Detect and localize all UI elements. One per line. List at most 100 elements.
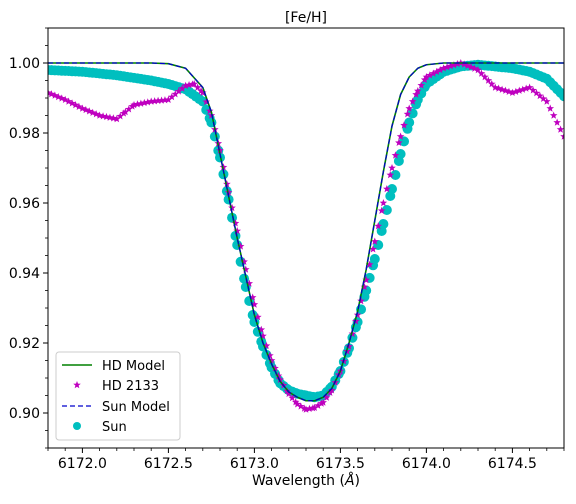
point-hd-2133 bbox=[360, 283, 369, 291]
point-hd-2133 bbox=[345, 342, 353, 350]
point-hd-2133 bbox=[328, 386, 336, 394]
point-hd-2133 bbox=[92, 110, 100, 118]
point-hd-2133 bbox=[133, 100, 142, 108]
point-hd-2133 bbox=[505, 87, 513, 95]
point-hd-2133 bbox=[267, 356, 276, 364]
point-hd-2133 bbox=[388, 164, 396, 172]
point-hd-2133 bbox=[405, 104, 413, 112]
point-hd-2133 bbox=[113, 115, 121, 123]
point-hd-2133 bbox=[481, 73, 489, 81]
series-sun bbox=[48, 59, 564, 403]
point-hd-2133 bbox=[78, 104, 87, 112]
point-hd-2133 bbox=[560, 132, 564, 140]
point-sun bbox=[407, 108, 418, 119]
point-hd-2133 bbox=[302, 405, 310, 413]
point-hd-2133 bbox=[460, 60, 469, 68]
point-hd-2133 bbox=[553, 118, 561, 126]
point-hd-2133 bbox=[288, 393, 297, 402]
point-hd-2133 bbox=[310, 403, 319, 411]
point-hd-2133 bbox=[463, 61, 472, 70]
point-hd-2133 bbox=[477, 69, 486, 77]
point-hd-2133 bbox=[379, 199, 388, 207]
point-hd-2133 bbox=[422, 73, 431, 81]
y-axis: 0.90 0.92 0.94 0.96 0.98 1.00 bbox=[9, 27, 48, 449]
point-sun bbox=[381, 205, 392, 215]
point-sun bbox=[404, 117, 415, 128]
point-hd-2133 bbox=[116, 112, 125, 120]
point-hd-2133 bbox=[512, 87, 520, 95]
point-hd-2133 bbox=[266, 351, 274, 359]
legend-label-hd-model: HD Model bbox=[102, 359, 165, 374]
point-hd-2133 bbox=[377, 206, 386, 214]
x-axis-title: Wavelength (Å) bbox=[252, 472, 360, 489]
point-hd-2133 bbox=[250, 300, 259, 308]
point-hd-2133 bbox=[54, 92, 63, 101]
point-hd-2133 bbox=[374, 222, 383, 230]
point-hd-2133 bbox=[543, 97, 551, 105]
legend-item-hd-2133: HD 2133 bbox=[73, 379, 159, 394]
point-hd-2133 bbox=[71, 101, 80, 109]
point-sun bbox=[395, 149, 406, 159]
point-sun bbox=[559, 91, 564, 102]
point-hd-2133 bbox=[257, 325, 266, 333]
point-hd-2133 bbox=[48, 90, 56, 98]
point-hd-2133 bbox=[362, 276, 370, 284]
y-tick-label: 0.94 bbox=[9, 266, 40, 282]
point-hd-2133 bbox=[532, 89, 541, 97]
point-hd-2133 bbox=[546, 104, 555, 112]
point-hd-2133 bbox=[539, 94, 548, 102]
point-sun bbox=[387, 184, 397, 194]
point-hd-2133 bbox=[231, 219, 240, 227]
point-hd-2133 bbox=[443, 63, 451, 71]
point-hd-2133 bbox=[64, 97, 73, 105]
point-hd-2133 bbox=[82, 105, 90, 114]
point-hd-2133 bbox=[417, 81, 426, 89]
point-hd-2133 bbox=[297, 402, 305, 410]
point-sun bbox=[399, 136, 410, 147]
x-tick-label: 6174.0 bbox=[402, 456, 451, 472]
point-hd-2133 bbox=[161, 96, 169, 104]
point-hd-2133 bbox=[522, 84, 530, 92]
x-axis: 6172.0 6172.5 6173.0 6173.5 6174.0 6174.5 bbox=[47, 448, 565, 472]
legend: HD Model HD 2133 Sun Model Sun bbox=[55, 351, 181, 441]
point-sun bbox=[378, 219, 389, 229]
point-hd-2133 bbox=[61, 95, 69, 103]
y-tick-label: 0.98 bbox=[9, 126, 40, 142]
x-tick-label: 6172.0 bbox=[58, 456, 107, 472]
point-hd-2133 bbox=[300, 404, 309, 412]
point-hd-2133 bbox=[190, 80, 198, 88]
y-tick-label: 0.90 bbox=[9, 406, 40, 422]
legend-swatch-sun bbox=[73, 422, 81, 430]
series-line-sun-model bbox=[48, 62, 564, 402]
point-hd-2133 bbox=[140, 98, 149, 107]
point-hd-2133 bbox=[154, 96, 162, 105]
legend-label-hd-2133: HD 2133 bbox=[102, 379, 159, 394]
point-hd-2133 bbox=[259, 332, 267, 340]
point-hd-2133 bbox=[271, 364, 279, 372]
legend-star-marker bbox=[73, 381, 81, 389]
point-hd-2133 bbox=[202, 97, 211, 106]
point-hd-2133 bbox=[248, 293, 257, 301]
point-sun bbox=[369, 254, 380, 264]
point-hd-2133 bbox=[508, 88, 517, 96]
point-hd-2133 bbox=[285, 389, 293, 397]
point-hd-2133 bbox=[396, 132, 405, 140]
point-hd-2133 bbox=[171, 90, 180, 98]
point-hd-2133 bbox=[467, 63, 475, 71]
point-hd-2133 bbox=[484, 76, 493, 84]
point-sun bbox=[227, 212, 238, 223]
point-hd-2133 bbox=[121, 108, 130, 116]
point-sun bbox=[390, 170, 401, 180]
legend-label-sun: Sun bbox=[102, 420, 127, 435]
point-hd-2133 bbox=[383, 185, 391, 193]
point-hd-2133 bbox=[147, 97, 155, 105]
x-tick-label: 6173.5 bbox=[316, 456, 365, 472]
point-hd-2133 bbox=[470, 64, 479, 72]
point-hd-2133 bbox=[181, 81, 190, 89]
point-hd-2133 bbox=[536, 91, 544, 100]
series-sun-model bbox=[48, 62, 564, 402]
point-hd-2133 bbox=[450, 61, 458, 69]
point-hd-2133 bbox=[157, 96, 166, 104]
point-hd-2133 bbox=[48, 88, 52, 96]
